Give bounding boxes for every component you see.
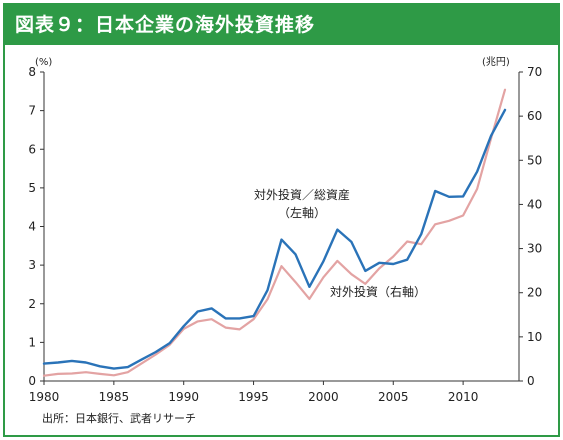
x-tick-label: 2010 — [448, 390, 479, 404]
chart-title: 図表９：日本企業の海外投資推移 — [5, 5, 558, 45]
x-tick-label: 1995 — [238, 390, 269, 404]
chart-series — [42, 88, 507, 377]
series-line-amount — [42, 88, 507, 377]
x-tick-label: 1990 — [168, 390, 199, 404]
right-tick-label: 70 — [527, 65, 542, 79]
left-tick-label: 5 — [28, 181, 36, 195]
right-axis-unit: (兆円) — [482, 56, 510, 68]
left-tick-label: 4 — [28, 220, 36, 234]
x-tick-label: 2005 — [378, 390, 409, 404]
right-tick-label: 50 — [527, 153, 542, 167]
left-axis-unit: (%) — [35, 57, 52, 68]
left-tick-label: 0 — [28, 374, 36, 388]
left-tick-label: 6 — [28, 142, 36, 156]
x-tick-label: 2000 — [308, 390, 339, 404]
annotation-amount: 対外投資（右軸） — [330, 284, 426, 299]
series-line-ratio — [42, 108, 507, 370]
right-tick-label: 0 — [527, 374, 535, 388]
left-tick-label: 8 — [28, 65, 36, 79]
right-tick-label: 60 — [527, 109, 542, 123]
chart-axes: 0 1 2 3 4 5 6 7 8 0 10 20 30 40 50 60 70 1980 1985 1990 1995… — [28, 65, 542, 404]
annotation-ratio-line2: （左軸） — [278, 205, 326, 220]
left-tick-label: 2 — [28, 297, 36, 311]
x-tick-label: 1985 — [99, 390, 130, 404]
right-tick-label: 30 — [527, 242, 542, 256]
left-tick-label: 1 — [28, 335, 36, 349]
left-tick-label: 7 — [28, 104, 36, 118]
right-tick-label: 40 — [527, 197, 542, 211]
annotation-ratio-line1: 対外投資／総資産 — [254, 187, 350, 202]
x-tick-label: 1980 — [29, 390, 60, 404]
right-tick-label: 20 — [527, 286, 542, 300]
source-note: 出所：日本銀行、武者リサーチ — [42, 412, 196, 425]
left-tick-label: 3 — [28, 258, 36, 272]
right-tick-label: 10 — [527, 330, 542, 344]
